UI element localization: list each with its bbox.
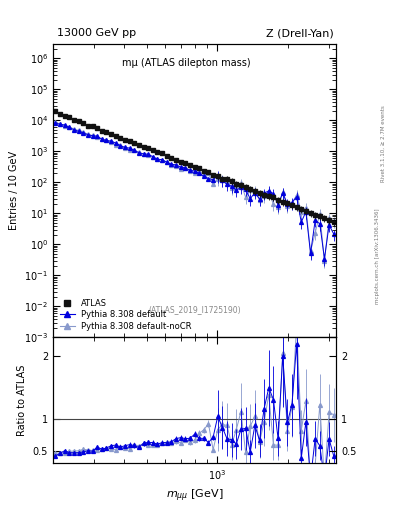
Text: (ATLAS_2019_I1725190): (ATLAS_2019_I1725190) [148,305,241,314]
Y-axis label: Entries / 10 GeV: Entries / 10 GeV [9,151,18,230]
X-axis label: $\mathit{m}_{\mu\mu}\ \mathrm{[GeV]}$: $\mathit{m}_{\mu\mu}\ \mathrm{[GeV]}$ [166,487,223,504]
Y-axis label: Ratio to ATLAS: Ratio to ATLAS [17,365,27,436]
Text: mµ (ATLAS dilepton mass): mµ (ATLAS dilepton mass) [122,58,250,68]
Text: Rivet 3.1.10, ≥ 2.7M events: Rivet 3.1.10, ≥ 2.7M events [381,105,386,182]
Text: mcplots.cern.ch [arXiv:1306.3436]: mcplots.cern.ch [arXiv:1306.3436] [375,208,380,304]
Text: Z (Drell-Yan): Z (Drell-Yan) [266,28,334,38]
Legend: ATLAS, Pythia 8.308 default, Pythia 8.308 default-noCR: ATLAS, Pythia 8.308 default, Pythia 8.30… [57,296,195,333]
Text: 13000 GeV pp: 13000 GeV pp [57,28,136,38]
